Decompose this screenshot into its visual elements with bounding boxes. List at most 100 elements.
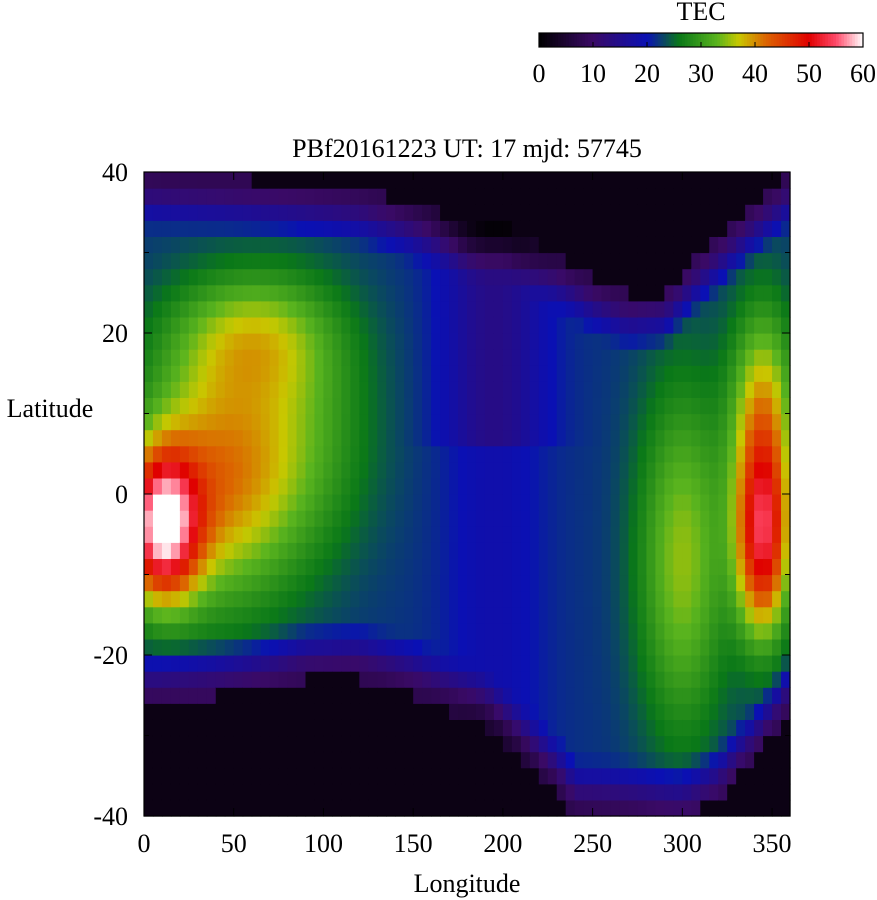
heatmap-cell [556, 477, 567, 495]
heatmap-cell [404, 445, 414, 463]
heatmap-cell [152, 510, 163, 527]
heatmap-cell [772, 510, 782, 527]
heatmap-cell [655, 381, 665, 398]
heatmap-cell [673, 429, 683, 447]
heatmap-cell [718, 558, 728, 576]
heatmap-cell [547, 172, 558, 189]
heatmap-cell [637, 799, 648, 817]
heatmap-cell [691, 413, 701, 431]
heatmap-cell [467, 655, 477, 672]
heatmap-cell [637, 719, 648, 737]
heatmap-cell [727, 751, 737, 769]
heatmap-cell [610, 461, 621, 479]
heatmap-cell [314, 316, 325, 334]
heatmap-cell [251, 300, 262, 318]
heatmap-cell [727, 284, 737, 302]
heatmap-cell [350, 767, 360, 785]
heatmap-cell [144, 590, 154, 608]
heatmap-cell [188, 494, 199, 511]
heatmap-cell [242, 799, 253, 817]
heatmap-cell [592, 687, 603, 704]
heatmap-cell [691, 316, 701, 334]
heatmap-cell [368, 510, 378, 527]
heatmap-cell [484, 751, 495, 769]
heatmap-cell [296, 461, 307, 479]
heatmap-cell [682, 333, 692, 350]
heatmap-cell [260, 655, 271, 672]
heatmap-cell [197, 236, 208, 254]
heatmap-cell [511, 558, 522, 576]
heatmap-cell [637, 461, 648, 479]
heatmap-cell [493, 510, 504, 527]
heatmap-cell [422, 333, 432, 350]
heatmap-cell [673, 413, 683, 431]
heatmap-cell [287, 284, 298, 302]
heatmap-cell [655, 365, 665, 382]
heatmap-cell [440, 783, 450, 801]
heatmap-cell [323, 284, 334, 302]
heatmap-cell [332, 268, 342, 286]
heatmap-cell [754, 622, 764, 640]
heatmap-cell [727, 542, 737, 559]
heatmap-cell [610, 445, 621, 463]
heatmap-cell [745, 767, 755, 785]
heatmap-cell [323, 429, 334, 447]
heatmap-cell [197, 333, 208, 350]
colorbar-gradient [539, 33, 864, 47]
heatmap-cell [502, 445, 513, 463]
heatmap-cell [332, 413, 342, 431]
heatmap-cell [440, 349, 450, 366]
heatmap-cell [251, 494, 262, 511]
heatmap-cell [484, 590, 495, 608]
colorbar-swatch [790, 33, 794, 47]
colorbar-swatch [779, 33, 783, 47]
heatmap-cell [574, 445, 585, 463]
heatmap-cell [601, 703, 612, 720]
heatmap-cell [655, 655, 665, 672]
heatmap-cell [215, 413, 226, 431]
heatmap-cell [224, 558, 235, 576]
colorbar-swatch [552, 33, 556, 47]
heatmap-cell [538, 655, 549, 672]
heatmap-cell [484, 638, 495, 656]
heatmap-cell [484, 735, 495, 753]
heatmap-cell [583, 220, 594, 237]
colorbar-swatch [649, 33, 653, 47]
heatmap-cell [215, 590, 226, 608]
heatmap-cell [700, 606, 710, 624]
heatmap-cell [520, 429, 531, 447]
heatmap-cell [215, 172, 226, 189]
heatmap-cell [359, 783, 369, 801]
heatmap-cell [296, 558, 307, 576]
heatmap-cell [691, 799, 701, 817]
heatmap-cell [368, 429, 378, 447]
heatmap-cell [475, 735, 486, 753]
heatmap-cell [350, 574, 360, 592]
heatmap-cell [691, 719, 701, 737]
heatmap-cell [377, 381, 387, 398]
heatmap-cell [206, 558, 217, 576]
heatmap-cell [709, 188, 719, 205]
heatmap-cell [682, 413, 692, 431]
heatmap-cell [224, 445, 235, 463]
heatmap-cell [467, 220, 477, 237]
heatmap-cell [718, 381, 728, 398]
heatmap-cell [673, 799, 683, 817]
heatmap-cell [413, 622, 423, 640]
heatmap-cell [386, 477, 396, 495]
heatmap-cell [583, 300, 594, 318]
heatmap-cell [314, 574, 325, 592]
heatmap-cell [583, 349, 594, 366]
heatmap-cell [359, 606, 369, 624]
heatmap-cell [511, 655, 522, 672]
heatmap-cell [386, 381, 396, 398]
heatmap-cell [188, 783, 199, 801]
heatmap-cell [413, 751, 423, 769]
colorbar-swatch [630, 33, 635, 47]
heatmap-cell [592, 719, 603, 737]
heatmap-cell [610, 558, 621, 576]
heatmap-cell [386, 429, 396, 447]
heatmap-cell [547, 719, 558, 737]
heatmap-cell [754, 574, 764, 592]
